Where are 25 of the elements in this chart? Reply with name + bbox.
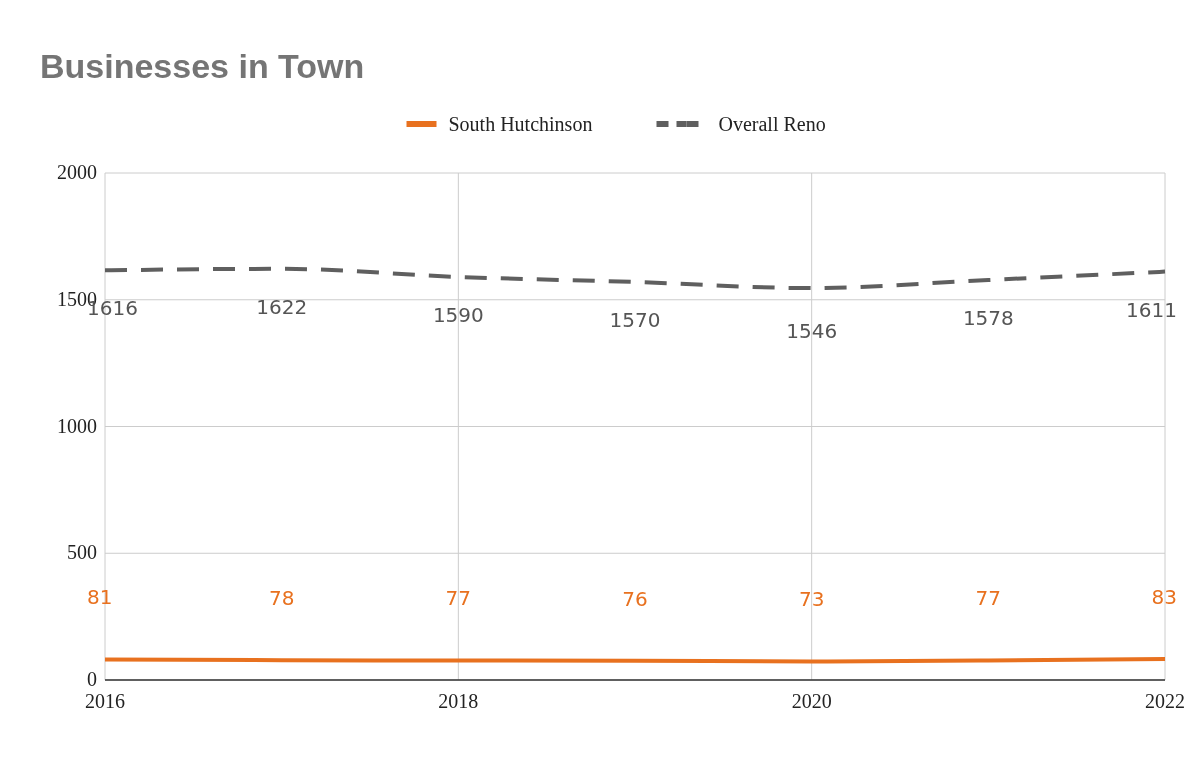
y-tick-label: 1000 — [57, 414, 97, 437]
x-tick-label: 2016 — [85, 690, 125, 712]
data-label: 73 — [798, 587, 825, 612]
y-tick-label: 2000 — [57, 161, 97, 183]
data-label: 1570 — [609, 308, 661, 333]
legend-label: Overall Reno — [718, 113, 826, 135]
data-label: 81 — [87, 585, 113, 610]
data-label: 1590 — [432, 302, 484, 327]
y-tick-label: 500 — [67, 541, 97, 564]
line-series — [103, 266, 1167, 291]
chart-title: Businesses in Town — [40, 47, 365, 85]
data-label: 1611 — [1126, 297, 1177, 322]
legend-label: South Hutchinson — [448, 113, 593, 135]
data-label: 1622 — [256, 294, 308, 319]
x-tick-label: 2018 — [438, 690, 479, 712]
x-tick-label: 2020 — [791, 690, 832, 712]
data-label: 1546 — [786, 319, 838, 344]
data-label: 1578 — [962, 305, 1014, 330]
x-tick-label: 2022 — [1145, 690, 1185, 712]
data-label: 77 — [975, 586, 1002, 611]
y-tick-label: 0 — [87, 668, 97, 690]
data-label: 76 — [622, 586, 648, 611]
data-label: 78 — [268, 586, 295, 611]
data-label: 77 — [445, 586, 472, 611]
data-label: 83 — [1151, 584, 1177, 609]
